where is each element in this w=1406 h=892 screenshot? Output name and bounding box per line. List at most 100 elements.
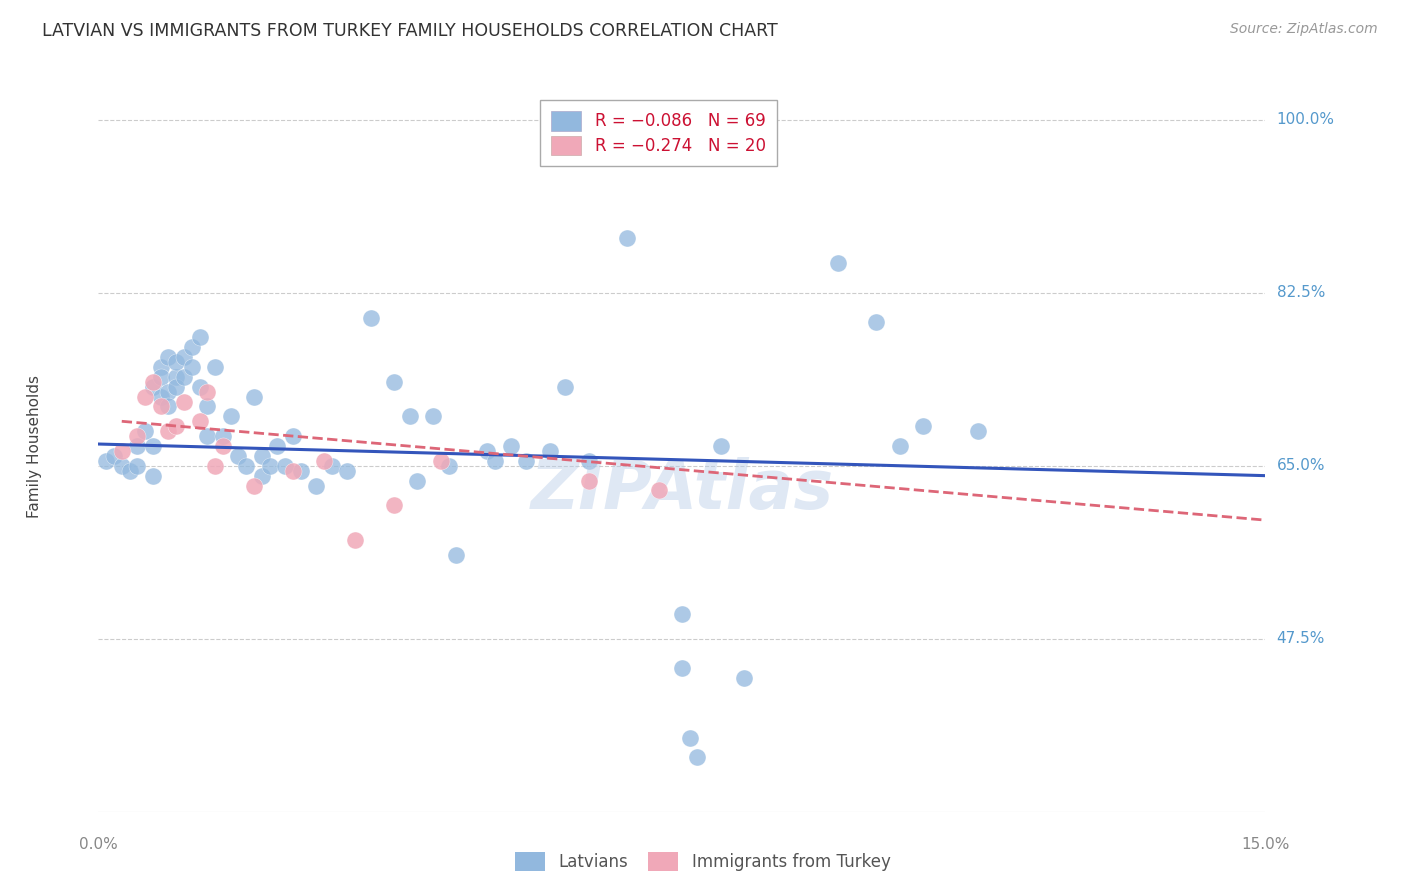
Point	[243, 478, 266, 492]
Point	[827, 256, 849, 270]
Point	[118, 464, 141, 478]
Point	[212, 429, 235, 443]
Point	[274, 458, 297, 473]
Point	[173, 394, 195, 409]
Point	[484, 454, 506, 468]
Text: Family Households: Family Households	[27, 375, 42, 517]
Point	[165, 355, 187, 369]
Text: 47.5%: 47.5%	[1277, 632, 1324, 646]
Point	[312, 454, 335, 468]
Point	[578, 454, 600, 468]
Point	[336, 464, 359, 478]
Legend: Latvians, Immigrants from Turkey: Latvians, Immigrants from Turkey	[508, 843, 898, 880]
Point	[127, 429, 149, 443]
Point	[259, 458, 281, 473]
Point	[382, 498, 405, 512]
Point	[149, 390, 172, 404]
Point	[195, 400, 218, 414]
Point	[733, 671, 755, 685]
Point	[344, 533, 367, 547]
Point	[429, 454, 451, 468]
Point	[142, 468, 165, 483]
Text: 100.0%: 100.0%	[1277, 112, 1334, 128]
Point	[111, 458, 134, 473]
Point	[173, 369, 195, 384]
Point	[103, 449, 125, 463]
Point	[134, 424, 156, 438]
Point	[321, 458, 343, 473]
Point	[290, 464, 312, 478]
Point	[686, 750, 709, 764]
Text: LATVIAN VS IMMIGRANTS FROM TURKEY FAMILY HOUSEHOLDS CORRELATION CHART: LATVIAN VS IMMIGRANTS FROM TURKEY FAMILY…	[42, 22, 778, 40]
Point	[266, 439, 288, 453]
Text: Source: ZipAtlas.com: Source: ZipAtlas.com	[1230, 22, 1378, 37]
Point	[157, 400, 180, 414]
Point	[710, 439, 733, 453]
Point	[165, 369, 187, 384]
Point	[616, 231, 638, 245]
Point	[149, 400, 172, 414]
Point	[180, 340, 202, 354]
Point	[243, 390, 266, 404]
Legend: R = −0.086   N = 69, R = −0.274   N = 20: R = −0.086 N = 69, R = −0.274 N = 20	[540, 100, 778, 167]
Point	[149, 359, 172, 374]
Point	[188, 414, 211, 428]
Point	[281, 464, 304, 478]
Point	[250, 468, 273, 483]
Point	[422, 409, 444, 424]
Point	[671, 607, 693, 621]
Point	[142, 375, 165, 389]
Point	[446, 548, 468, 562]
Point	[671, 661, 693, 675]
Point	[554, 380, 576, 394]
Point	[382, 375, 405, 389]
Point	[889, 439, 911, 453]
Point	[157, 424, 180, 438]
Point	[134, 390, 156, 404]
Point	[195, 429, 218, 443]
Text: 15.0%: 15.0%	[1241, 837, 1289, 852]
Point	[679, 731, 702, 745]
Point	[578, 474, 600, 488]
Point	[157, 384, 180, 399]
Text: ZIPAtlas: ZIPAtlas	[530, 457, 834, 523]
Point	[865, 315, 887, 329]
Point	[142, 380, 165, 394]
Point	[538, 444, 561, 458]
Point	[437, 458, 460, 473]
Point	[188, 330, 211, 344]
Text: 65.0%: 65.0%	[1277, 458, 1324, 474]
Point	[188, 380, 211, 394]
Point	[406, 474, 429, 488]
Point	[165, 419, 187, 434]
Point	[219, 409, 242, 424]
Point	[127, 458, 149, 473]
Point	[212, 439, 235, 453]
Point	[165, 380, 187, 394]
Point	[96, 454, 118, 468]
Text: 82.5%: 82.5%	[1277, 285, 1324, 301]
Point	[305, 478, 328, 492]
Point	[647, 483, 669, 498]
Point	[204, 458, 226, 473]
Point	[912, 419, 935, 434]
Point	[966, 424, 988, 438]
Point	[195, 384, 218, 399]
Point	[228, 449, 250, 463]
Point	[398, 409, 420, 424]
Text: 0.0%: 0.0%	[79, 837, 118, 852]
Point	[281, 429, 304, 443]
Point	[515, 454, 537, 468]
Point	[360, 310, 382, 325]
Point	[173, 350, 195, 364]
Point	[204, 359, 226, 374]
Point	[235, 458, 257, 473]
Point	[149, 369, 172, 384]
Point	[499, 439, 522, 453]
Point	[157, 350, 180, 364]
Point	[111, 444, 134, 458]
Point	[127, 439, 149, 453]
Point	[142, 439, 165, 453]
Point	[477, 444, 499, 458]
Point	[250, 449, 273, 463]
